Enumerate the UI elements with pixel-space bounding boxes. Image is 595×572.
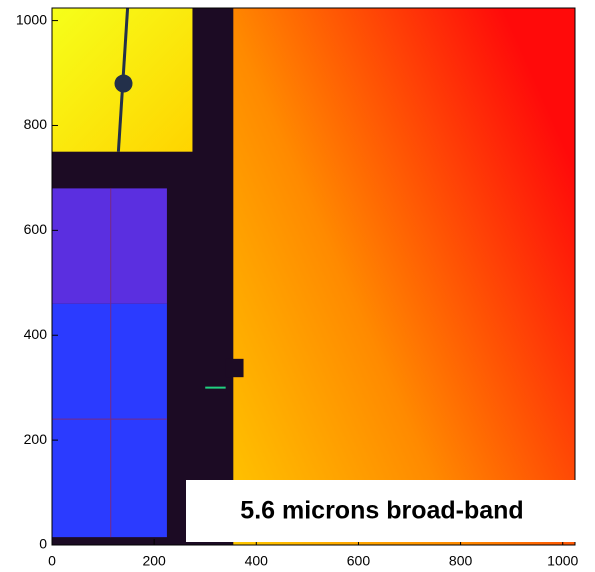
y-tick-label: 0 (39, 536, 47, 552)
y-tick-label: 800 (24, 116, 48, 132)
y-tick-label: 200 (24, 431, 48, 447)
frame (51, 7, 576, 546)
annotation-box (186, 480, 578, 542)
y-tick-label: 1000 (16, 11, 47, 27)
annotation: 5.6 microns broad-band (240, 497, 523, 525)
purple-region (52, 188, 167, 304)
detector-image (51, 7, 576, 546)
notch (225, 358, 244, 378)
y-tick-label: 400 (24, 326, 48, 342)
x-tick-label: 400 (245, 553, 269, 569)
fiber-dot (114, 74, 133, 93)
y-tick-label: 600 (24, 221, 48, 237)
x-tick-label: 0 (48, 553, 56, 569)
x-tick-label: 800 (449, 553, 473, 569)
x-tick-label: 600 (347, 553, 371, 569)
x-tick-label: 200 (142, 553, 166, 569)
hot-region (233, 8, 575, 545)
axes: 0 200 400 600 800 1000 0 200 400 600 800 1000 (16, 11, 579, 568)
blue-region (52, 303, 167, 538)
x-tick-label: 1000 (547, 553, 578, 569)
